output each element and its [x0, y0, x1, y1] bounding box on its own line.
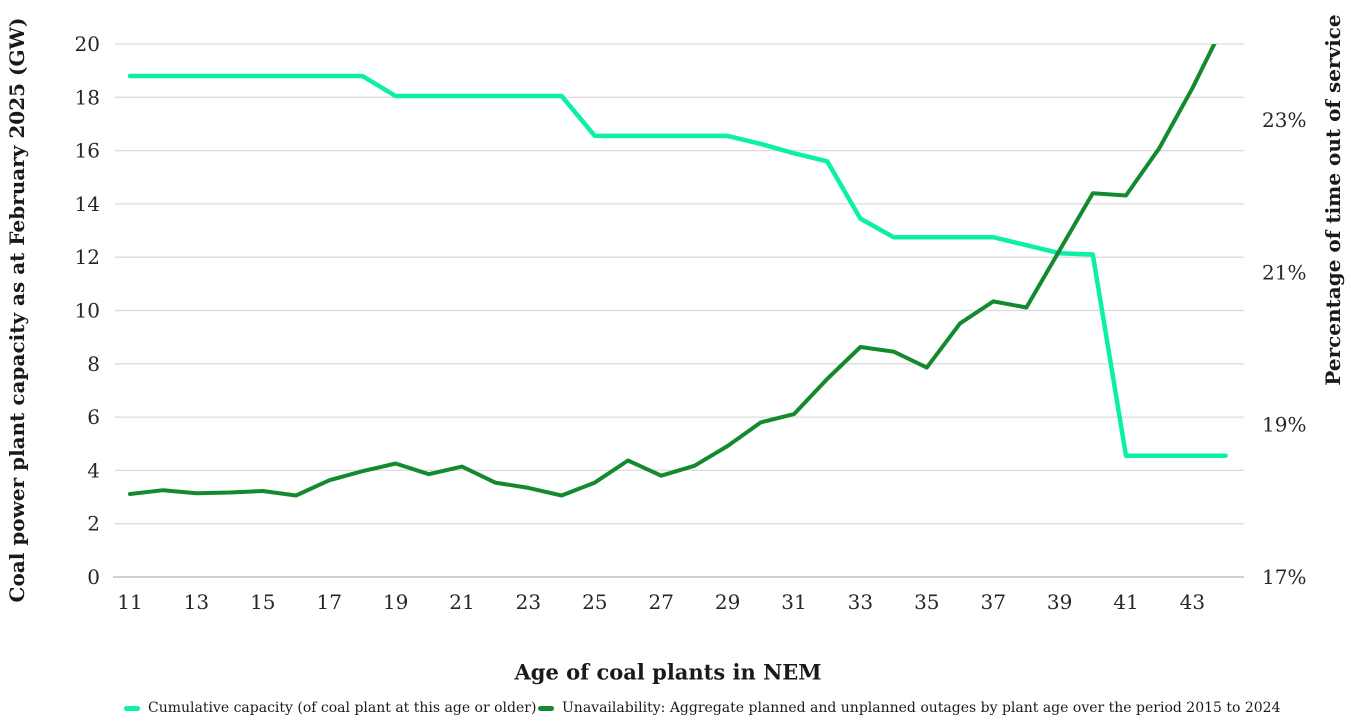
x-axis-tick-label: 25 — [582, 590, 607, 614]
x-axis-tick-label: 23 — [516, 590, 541, 614]
x-axis-tick-label: 33 — [848, 590, 873, 614]
x-axis-tick-label: 17 — [316, 590, 341, 614]
right-axis-title: Percentage of time out of service — [1321, 14, 1345, 386]
x-axis-tick-label: 43 — [1180, 590, 1205, 614]
left-axis-title: Coal power plant capacity as at February… — [5, 17, 29, 603]
legend-label-unavailability: Unavailability: Aggregate planned and un… — [562, 700, 1281, 716]
x-axis-title: Age of coal plants in NEM — [514, 659, 822, 685]
x-axis-tick-label: 39 — [1047, 590, 1072, 614]
left-axis-tick-label: 8 — [87, 352, 100, 376]
left-axis-tick-label: 12 — [75, 245, 100, 269]
x-axis-tick-label: 11 — [117, 590, 142, 614]
x-axis-tick-label: 41 — [1113, 590, 1138, 614]
legend-item-cumulative-capacity: Cumulative capacity (of coal plant at th… — [124, 700, 536, 716]
left-axis-tick-label: 20 — [75, 32, 100, 56]
x-axis-tick-label: 31 — [781, 590, 806, 614]
right-axis-tick-label: 21% — [1262, 260, 1306, 284]
series-line-unavailability — [128, 44, 1217, 498]
left-axis-tick-label: 16 — [75, 139, 100, 163]
right-axis-tick-label: 23% — [1262, 108, 1306, 132]
left-axis-tick-label: 2 — [87, 512, 100, 536]
series-line-cumulative-capacity — [127, 73, 1228, 458]
x-axis-tick-label: 29 — [715, 590, 740, 614]
left-axis-tick-label: 18 — [75, 85, 100, 109]
legend-swatch-unavailability — [538, 705, 554, 711]
x-axis-tick-label: 13 — [184, 590, 209, 614]
left-axis-tick-label: 14 — [75, 192, 100, 216]
x-axis-tick-label: 27 — [648, 590, 673, 614]
left-axis-tick-label: 4 — [87, 458, 100, 482]
x-axis-tick-label: 15 — [250, 590, 275, 614]
x-axis-tick-label: 37 — [980, 590, 1005, 614]
right-axis-tick-label: 17% — [1262, 565, 1306, 589]
legend-swatch-cumulative-capacity — [124, 705, 140, 711]
legend-item-unavailability: Unavailability: Aggregate planned and un… — [538, 700, 1281, 716]
left-axis-tick-label: 6 — [87, 405, 100, 429]
x-axis-tick-label: 35 — [914, 590, 939, 614]
right-axis-tick-label: 19% — [1262, 413, 1306, 437]
legend-label-cumulative-capacity: Cumulative capacity (of coal plant at th… — [148, 700, 537, 716]
left-axis-tick-label: 0 — [87, 565, 100, 589]
x-axis-tick-label: 21 — [449, 590, 474, 614]
x-axis-tick-label: 19 — [383, 590, 408, 614]
left-axis-tick-label: 10 — [75, 299, 100, 323]
